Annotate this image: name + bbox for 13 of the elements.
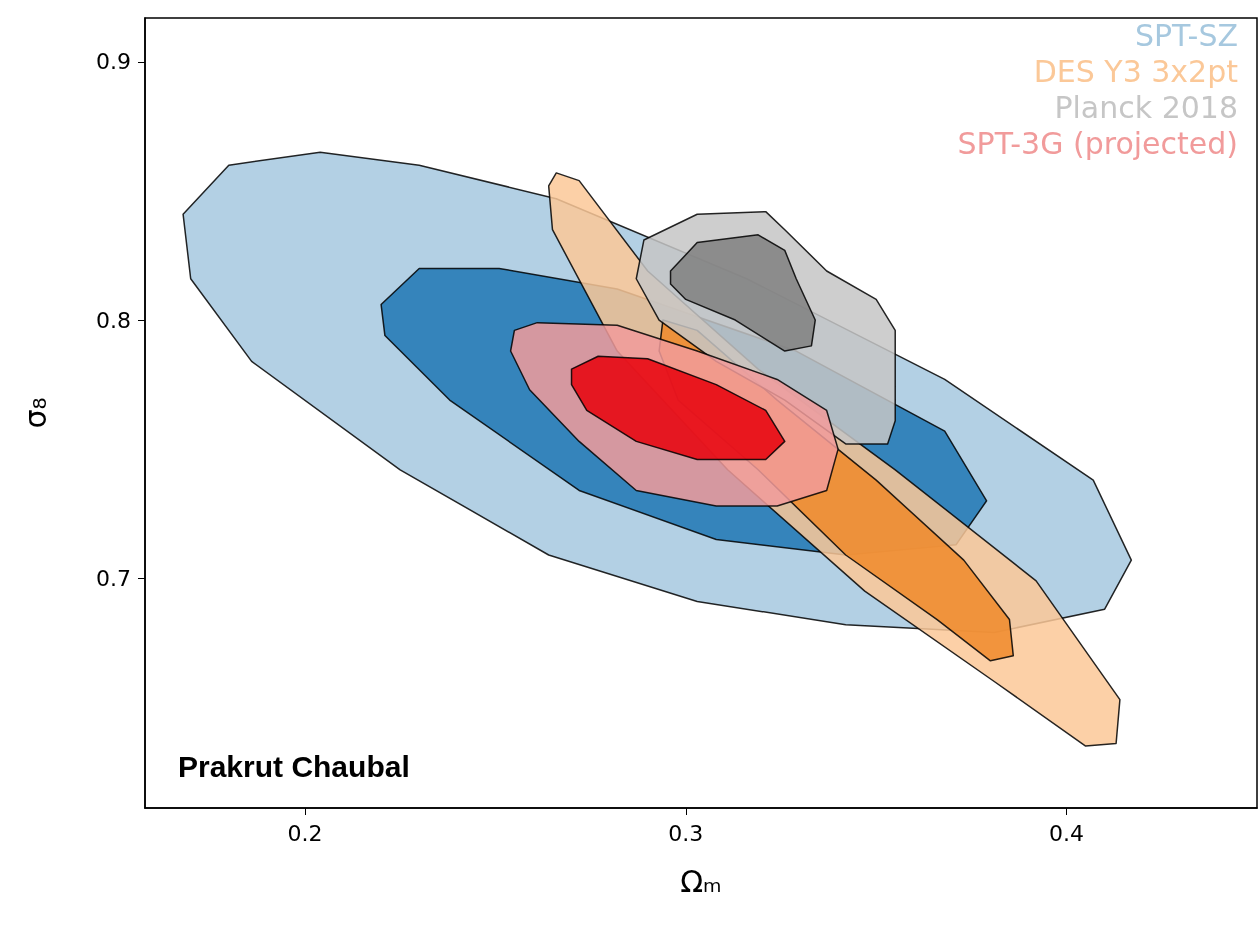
text: DES Y3 3x2pt (1033, 53, 1239, 89)
text: SPT-3G (projected) (957, 125, 1238, 161)
x-axis-title: Ωₘ (680, 863, 722, 899)
text: SPT-SZ (1134, 17, 1238, 53)
x-tick-label: 0.3 (668, 820, 704, 846)
y-tick-label: 0.8 (96, 307, 131, 333)
text: Planck 2018 (1054, 89, 1238, 125)
y-axis-title: σ₈ (17, 397, 53, 429)
y-tick-label: 0.9 (96, 49, 131, 75)
annotation: Prakrut Chaubal (178, 749, 410, 783)
x-tick-label: 0.4 (1049, 820, 1085, 846)
y-tick-label: 0.7 (96, 565, 131, 591)
x-tick-label: 0.2 (287, 820, 323, 846)
